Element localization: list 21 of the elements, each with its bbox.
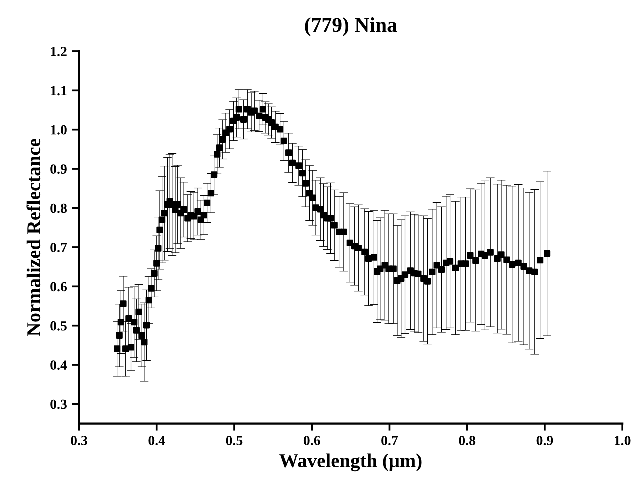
x-axis-title: Wavelength (μm) bbox=[280, 454, 422, 472]
y-tick-label: 1.2 bbox=[51, 47, 67, 56]
x-tick-label: 0.9 bbox=[536, 436, 554, 446]
y-tick-label: 0.7 bbox=[50, 243, 68, 252]
x-tick-label: 0.7 bbox=[382, 436, 398, 446]
x-tick-label: 0.6 bbox=[304, 436, 320, 446]
y-axis-title: Normalized Reflectance bbox=[26, 139, 41, 336]
x-tick-label: 0.8 bbox=[459, 436, 476, 446]
y-tick-label: 1.1 bbox=[51, 86, 67, 96]
x-tick-label: 1.0 bbox=[615, 436, 631, 446]
y-tick-label: 1.0 bbox=[51, 125, 67, 135]
y-tick-label: 0.4 bbox=[50, 360, 68, 370]
x-tick-label: 0.3 bbox=[71, 436, 88, 446]
y-tick-label: 0.8 bbox=[50, 204, 67, 214]
y-tick-label: 0.9 bbox=[50, 164, 67, 174]
y-tick-label: 0.6 bbox=[50, 282, 68, 292]
y-tick-label: 0.5 bbox=[50, 321, 67, 331]
chart-title: (779) Nina bbox=[305, 18, 398, 36]
x-tick-label: 0.4 bbox=[148, 436, 166, 446]
x-tick-label: 0.5 bbox=[226, 436, 243, 446]
y-tick-label: 0.3 bbox=[50, 400, 67, 410]
